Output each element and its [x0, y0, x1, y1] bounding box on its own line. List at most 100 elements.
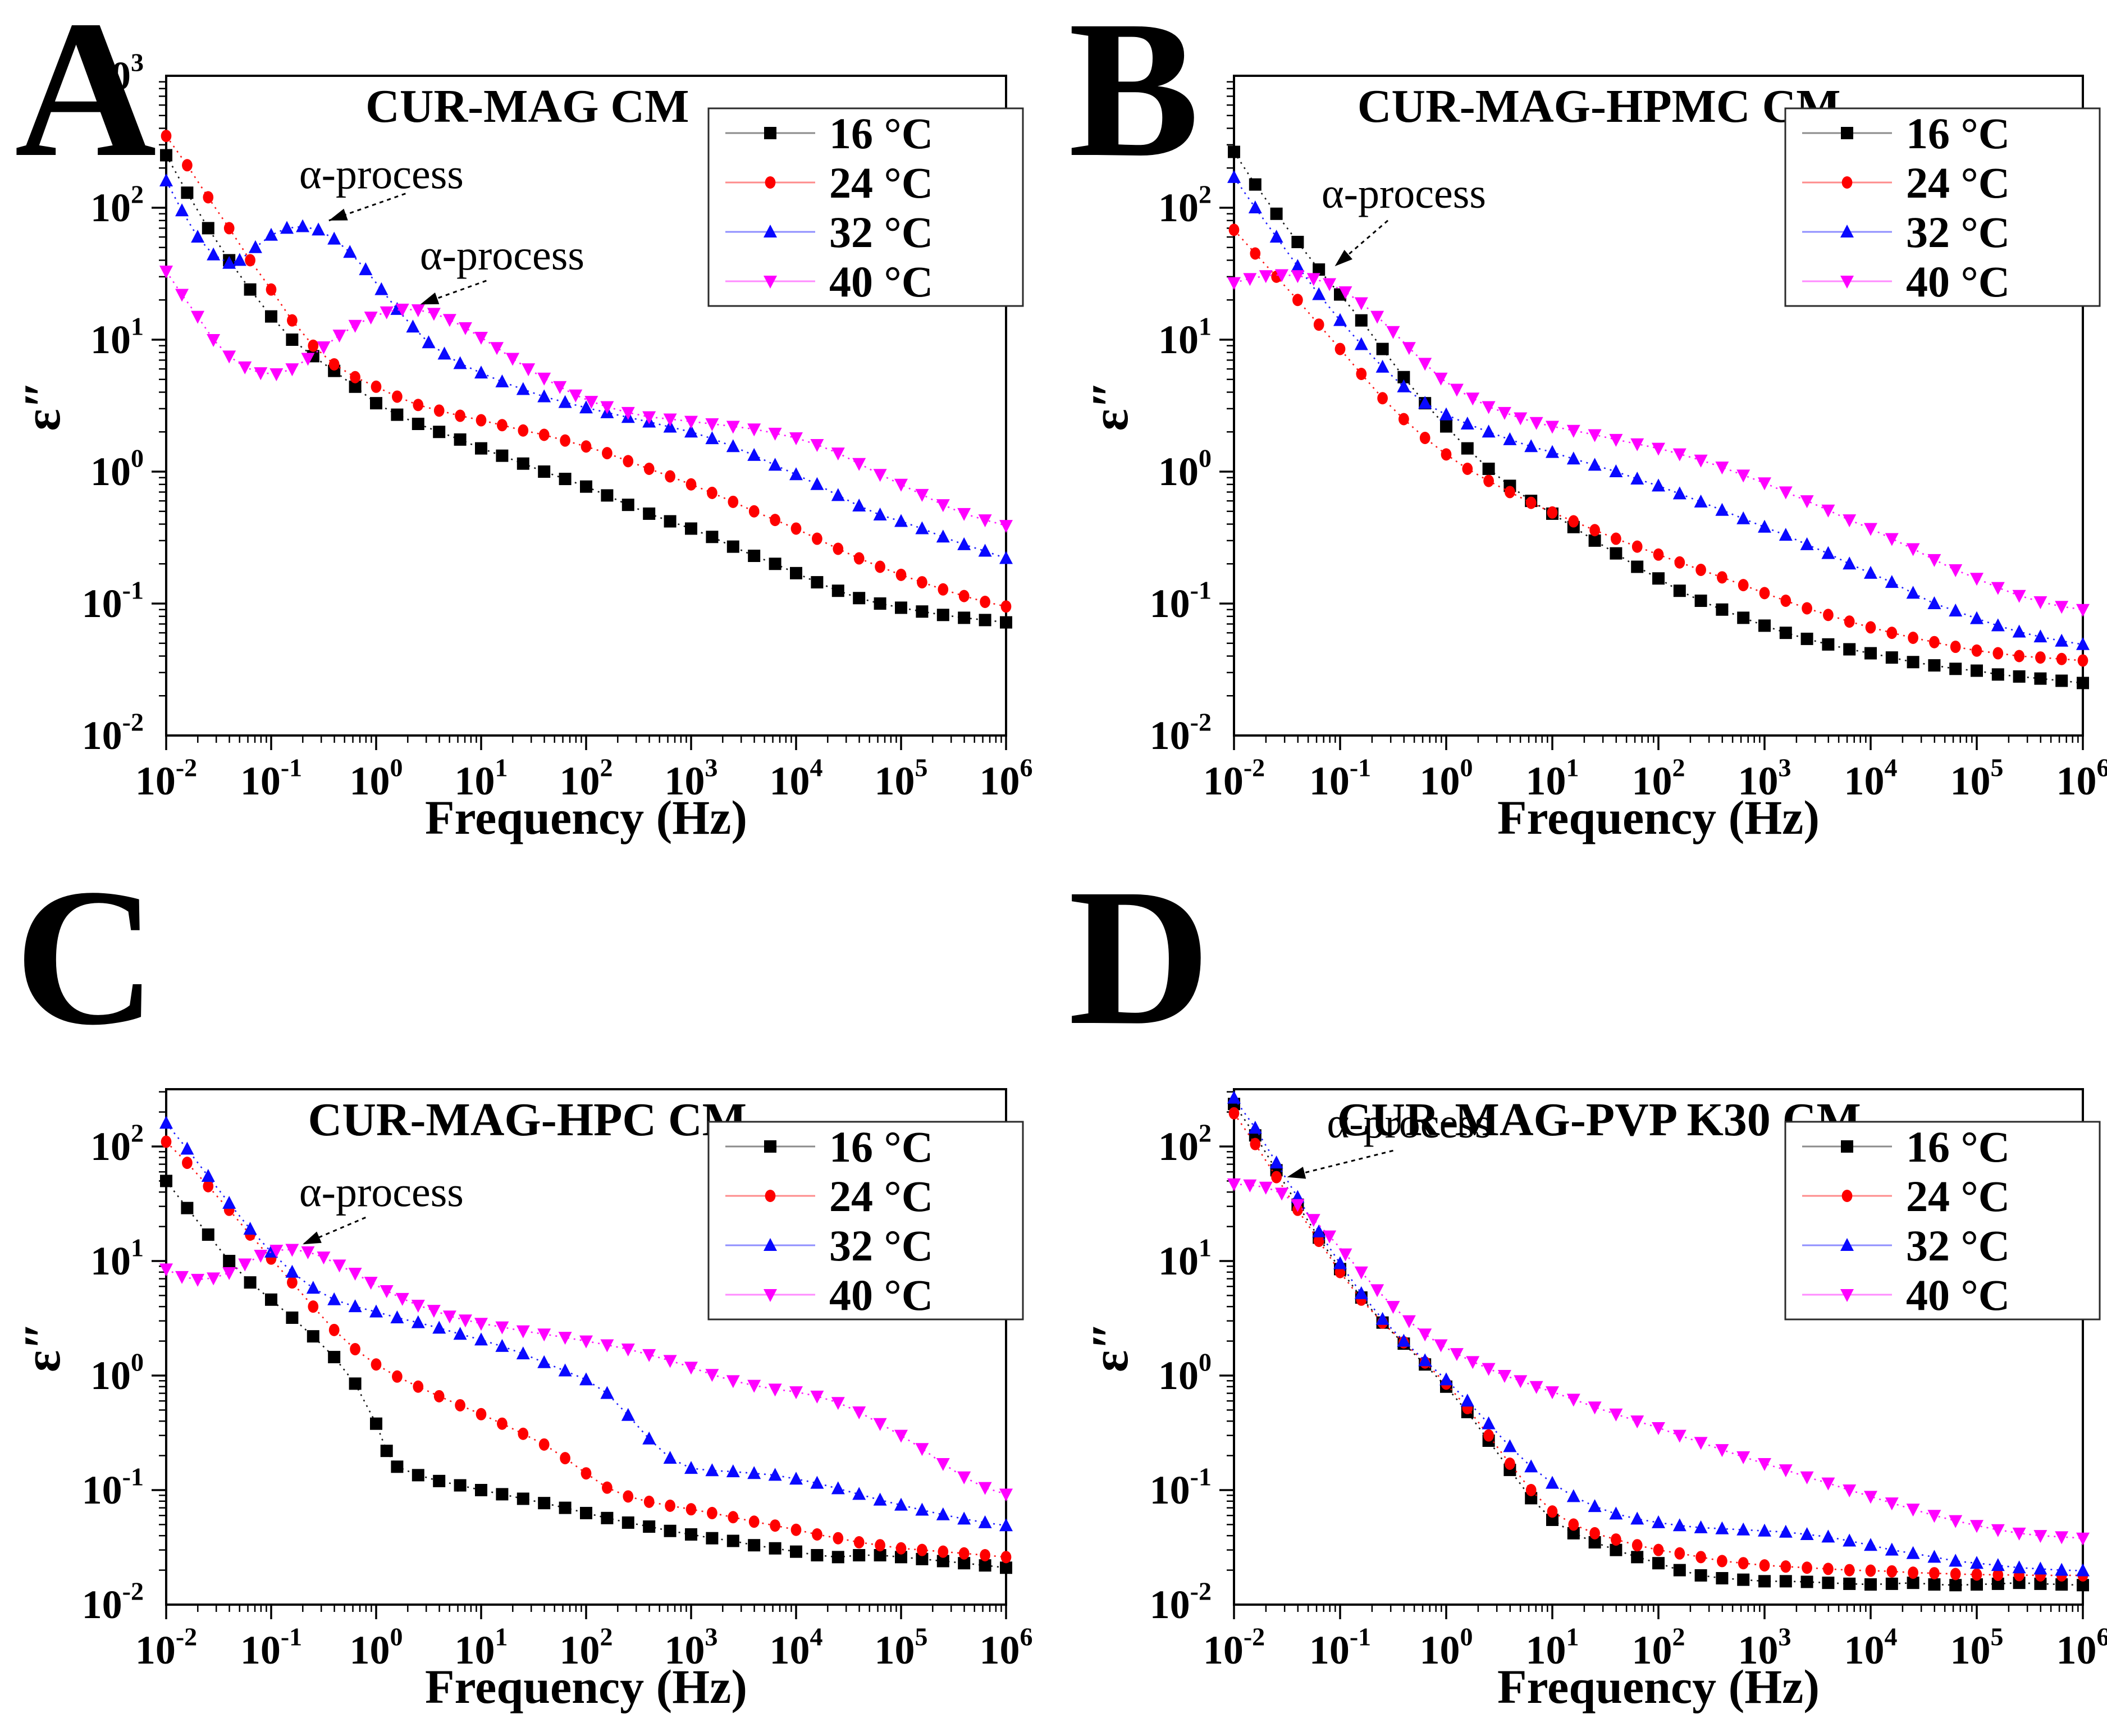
tick-label: 106 [980, 1623, 1033, 1673]
panel-c: C 10-2 10-1 100 101 102 103 104 105 106 102 101 100… [0, 849, 1053, 1736]
panel-a-letter: A [15, 0, 157, 198]
x-axis-label: Frequency (Hz) [425, 791, 747, 844]
legend-label: 40 °C [829, 1271, 933, 1319]
legend-label: 40 °C [1906, 1271, 2010, 1319]
legend-label: 24 °C [1906, 158, 2010, 207]
panel-c-letter: C [15, 848, 157, 1066]
series-32c [159, 1116, 1013, 1532]
legend-label: 32 °C [1906, 1221, 2010, 1270]
y-axis-label: ε″ [13, 1322, 71, 1372]
tick-label: 100 [1158, 1348, 1212, 1398]
tick-label: 10-2 [82, 708, 144, 758]
tick-label: 101 [90, 1234, 144, 1283]
series-32c [159, 173, 1013, 564]
tick-label: 102 [1632, 1623, 1685, 1673]
chart-panel-d: 10-2 10-1 100 101 102 103 104 105 10610210110010… [1081, 1088, 2107, 1714]
tick-label: 10-2 [135, 1623, 197, 1673]
tick-label: 106 [2056, 753, 2107, 803]
tick-label: 101 [1526, 753, 1579, 803]
panel-d: D 10-2 10-1 100 101 102 103 104 105 106 102 101 100… [1054, 849, 2107, 1736]
tick-label: 100 [350, 753, 403, 803]
panel-b-letter: B [1068, 0, 1200, 198]
tick-label: 10-1 [82, 576, 144, 626]
tick-label: 100 [90, 1348, 144, 1398]
tick-label: 100 [90, 444, 144, 494]
series-32c [1227, 1090, 2090, 1577]
legend-label: 24 °C [829, 1172, 933, 1221]
y-axis-label: ε″ [1081, 1322, 1139, 1372]
tick-label: 100 [1158, 444, 1212, 494]
tick-label: 105 [875, 753, 928, 803]
tick-label: 10-2 [1203, 753, 1265, 803]
panel-title: CUR-MAG-HPC CM [308, 1094, 747, 1146]
panel-b: B 10-2 10-1 100 101 102 103 104 105 106 102 101 100… [1054, 0, 2107, 868]
tick-label: 10-2 [1150, 1577, 1212, 1627]
legend: 16 °C24 °C32 °C40 °C [707, 1121, 1024, 1321]
alpha-process-annotation: α-process [299, 1169, 464, 1245]
tick-label: 100 [350, 1623, 403, 1673]
chart-panel-c: 10-2 10-1 100 101 102 103 104 105 10610210110010… [13, 1088, 1033, 1714]
legend-label: 16 °C [829, 109, 933, 158]
panel-title: CUR-MAG CM [365, 80, 689, 133]
tick-label: 105 [875, 1623, 928, 1673]
alpha-process-annotation: α-process [1322, 170, 1486, 267]
tick-label: 10-2 [1203, 1623, 1265, 1673]
y-axis-label: ε″ [1081, 380, 1139, 431]
alpha-process-annotation: α-process [420, 232, 584, 305]
x-axis-label: Frequency (Hz) [1497, 791, 1820, 844]
tick-label: 100 [1420, 1623, 1473, 1673]
legend-label: 16 °C [1906, 1122, 2010, 1171]
svg-text:α-process: α-process [1327, 1100, 1491, 1147]
tick-label: 10-1 [1150, 576, 1212, 626]
tick-label: 104 [770, 753, 823, 803]
tick-label: 10-1 [1309, 1623, 1371, 1673]
tick-label: 105 [1950, 753, 2004, 803]
tick-label: 105 [1950, 1623, 2004, 1673]
y-axis-label: ε″ [13, 380, 71, 431]
alpha-process-annotation: α-process [1287, 1100, 1491, 1179]
tick-label: 102 [1158, 1119, 1212, 1169]
tick-label: 106 [2056, 1623, 2107, 1673]
tick-label: 10-2 [82, 1577, 144, 1627]
axes: 10-2 10-1 100 101 102 103 104 105 10610310210110… [13, 48, 1033, 844]
legend-label: 24 °C [1906, 1172, 2010, 1221]
chart-panel-b: 10-2 10-1 100 101 102 103 104 105 10610210110010… [1081, 75, 2107, 844]
tick-label: 104 [1844, 1623, 1898, 1673]
legend: 16 °C24 °C32 °C40 °C [1784, 107, 2101, 307]
series-16c [160, 149, 1012, 629]
tick-label: 102 [560, 1623, 613, 1673]
legend-label: 40 °C [1906, 257, 2010, 306]
legend-label: 40 °C [829, 257, 933, 306]
tick-label: 102 [1158, 180, 1212, 230]
tick-label: 10-1 [240, 1623, 302, 1673]
legend-label: 16 °C [829, 1122, 933, 1171]
tick-label: 104 [770, 1623, 823, 1673]
tick-label: 10-1 [240, 753, 302, 803]
x-axis-label: Frequency (Hz) [425, 1660, 747, 1714]
svg-text:α-process: α-process [420, 232, 584, 279]
series-16c [160, 1175, 1012, 1574]
tick-label: 101 [1526, 1623, 1579, 1673]
tick-label: 10-1 [1309, 753, 1371, 803]
series-40c [159, 266, 1013, 533]
alpha-process-annotation: α-process [299, 151, 464, 222]
legend: 16 °C24 °C32 °C40 °C [707, 107, 1024, 307]
panel-title: CUR-MAG-HPMC CM [1358, 80, 1841, 133]
svg-text:α-process: α-process [299, 1169, 464, 1216]
legend-label: 32 °C [829, 1221, 933, 1270]
panel-a: A 10-2 10-1 100 101 102 103 104 105 106 103 102 101… [0, 0, 1053, 868]
tick-label: 10-1 [1150, 1463, 1212, 1513]
svg-text:α-process: α-process [299, 151, 464, 198]
tick-label: 10-2 [1150, 708, 1212, 758]
series-40c [1227, 1178, 2090, 1546]
tick-label: 104 [1844, 753, 1898, 803]
legend-label: 32 °C [1906, 208, 2010, 257]
panel-title: CUR-MAG-PVP K30 CM [1337, 1094, 1861, 1146]
legend: 16 °C24 °C32 °C40 °C [1784, 1121, 2101, 1321]
tick-label: 102 [90, 1119, 144, 1169]
panel-d-letter: D [1068, 848, 1210, 1066]
svg-text:α-process: α-process [1322, 170, 1486, 217]
series-32c [1227, 170, 2090, 650]
chart-panel-a: 10-2 10-1 100 101 102 103 104 105 10610310210110… [13, 48, 1033, 844]
